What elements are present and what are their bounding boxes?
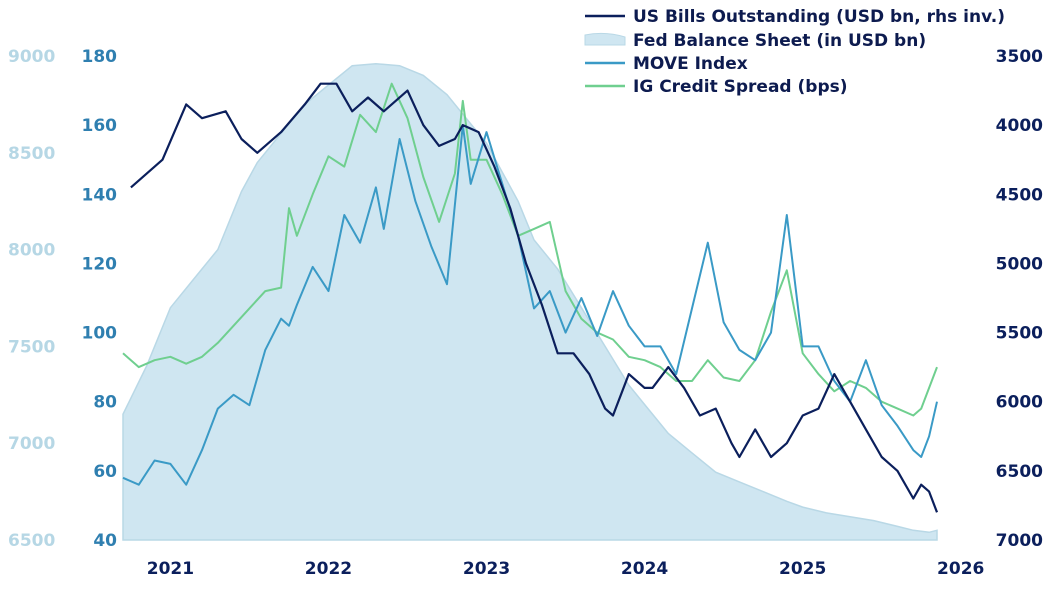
- x-axis-tick-label: 2022: [305, 559, 352, 579]
- index-axis-tick-label: 100: [82, 324, 118, 344]
- fed-axis-tick-label: 7000: [8, 434, 55, 454]
- index-axis-tick-label: 120: [82, 254, 118, 274]
- axis-layer: 6500 7000 7500 8000 8500 9000 40 60 80 100 120 140 1…: [8, 47, 1043, 579]
- series-layer: [122, 62, 939, 541]
- legend-label: Fed Balance Sheet (in USD bn): [633, 31, 926, 51]
- bills-axis-tick-label: 5500: [996, 324, 1043, 344]
- bills-axis-tick-label: 6000: [996, 393, 1043, 413]
- x-axis-tick-label: 2021: [147, 559, 194, 579]
- index-axis-tick-label: 60: [93, 462, 117, 482]
- fed-axis-tick-label: 7500: [8, 337, 55, 357]
- fed-axis-tick-label: 6500: [8, 531, 55, 551]
- x-axis-tick-label: 2024: [621, 559, 668, 579]
- bills-axis-tick-label: 3500: [996, 47, 1043, 67]
- index-axis-tick-label: 160: [82, 116, 118, 136]
- legend-swatch-fed: [584, 32, 626, 46]
- index-axis-tick-label: 140: [82, 185, 118, 205]
- bills-axis-tick-label: 6500: [996, 462, 1043, 482]
- x-axis-tick-label: 2025: [779, 559, 826, 579]
- fed-balance-sheet-area: [122, 62, 938, 541]
- index-axis-tick-label: 80: [93, 393, 117, 413]
- bills-axis-tick-label: 4500: [996, 185, 1043, 205]
- legend-label: MOVE Index: [633, 54, 748, 74]
- fed-axis-tick-label: 8500: [8, 144, 55, 164]
- x-axis-tick-label: 2023: [463, 559, 510, 579]
- bills-axis-tick-label: 7000: [996, 531, 1043, 551]
- legend-label: IG Credit Spread (bps): [633, 77, 848, 97]
- us-bills-outstanding-line: [130, 82, 939, 513]
- legend-label: US Bills Outstanding (USD bn, rhs inv.): [633, 7, 1005, 27]
- index-axis-tick-label: 40: [93, 531, 117, 551]
- legend: US Bills Outstanding (USD bn, rhs inv.) F…: [584, 7, 1005, 97]
- move-index-line: [122, 124, 938, 486]
- x-axis-tick-label: 2026: [937, 559, 984, 579]
- ig-credit-spread-line: [122, 82, 938, 417]
- index-axis-tick-label: 180: [82, 47, 118, 67]
- bills-axis-tick-label: 4000: [996, 116, 1043, 136]
- fed-axis-tick-label: 9000: [8, 47, 55, 67]
- bills-axis-tick-label: 5000: [996, 254, 1043, 274]
- fed-axis-tick-label: 8000: [8, 241, 55, 261]
